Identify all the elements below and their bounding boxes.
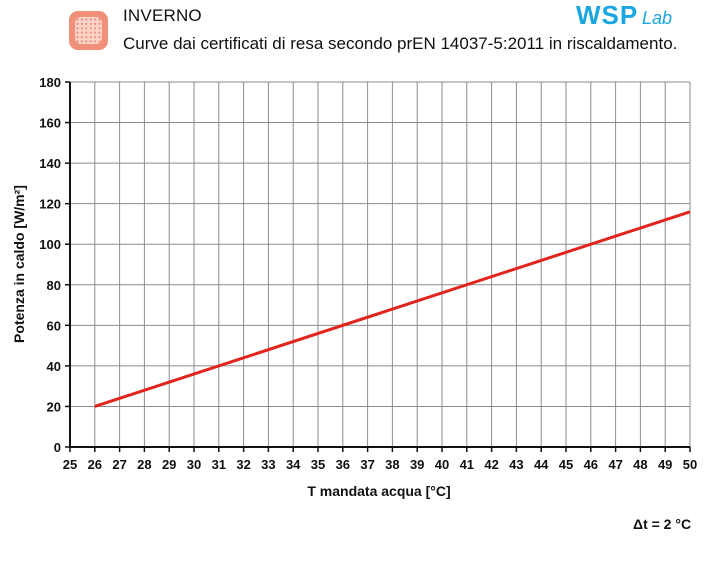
x-tick-label: 35 <box>311 457 325 472</box>
x-tick-label: 44 <box>534 457 549 472</box>
x-tick-label: 49 <box>658 457 672 472</box>
series-line <box>94 210 691 408</box>
chart-subtitle: Curve dai certificati di resa secondo pr… <box>123 34 678 53</box>
x-axis-ticks: 25 26 27 28 29 30 31 32 33 34 35 36 37 38 39 40 41 42 43 44… <box>63 447 697 472</box>
x-tick-label: 37 <box>360 457 374 472</box>
x-tick-label: 36 <box>336 457 350 472</box>
x-tick-label: 33 <box>261 457 275 472</box>
brand-suffix: Lab <box>642 8 672 28</box>
x-tick-label: 30 <box>187 457 201 472</box>
brand-name: WSP <box>576 2 638 28</box>
chart-title: INVERNO <box>123 6 202 25</box>
x-tick-label: 48 <box>633 457 647 472</box>
delta-t-note: Δt = 2 °C <box>633 516 692 532</box>
y-tick-label: 180 <box>39 75 61 90</box>
x-tick-label: 32 <box>236 457 250 472</box>
radiant-panel-icon <box>69 11 108 50</box>
y-axis-ticks: 0 20 40 60 80 100 120 140 160 180 <box>39 75 70 455</box>
y-axis-label: Potenza in caldo [W/m²] <box>11 185 27 343</box>
x-tick-label: 27 <box>112 457 126 472</box>
x-tick-label: 41 <box>460 457 474 472</box>
chart-axes <box>69 82 690 448</box>
y-tick-label: 0 <box>54 440 61 455</box>
x-tick-label: 31 <box>212 457 226 472</box>
y-tick-label: 160 <box>39 116 61 131</box>
x-tick-label: 45 <box>559 457 573 472</box>
x-tick-label: 25 <box>63 457 77 472</box>
x-tick-label: 42 <box>484 457 498 472</box>
x-tick-label: 43 <box>509 457 523 472</box>
x-tick-label: 38 <box>385 457 399 472</box>
x-tick-label: 46 <box>584 457 598 472</box>
chart-grid <box>69 81 691 448</box>
y-tick-label: 20 <box>47 399 61 414</box>
y-tick-label: 140 <box>39 156 61 171</box>
x-tick-label: 50 <box>683 457 697 472</box>
x-axis-label: T mandata acqua [°C] <box>307 483 450 499</box>
y-tick-label: 120 <box>39 197 61 212</box>
x-tick-label: 40 <box>435 457 449 472</box>
y-tick-label: 100 <box>39 237 61 252</box>
y-tick-label: 40 <box>47 359 61 374</box>
x-tick-label: 26 <box>88 457 102 472</box>
chart-series <box>94 210 691 408</box>
y-tick-label: 60 <box>47 318 61 333</box>
x-tick-label: 47 <box>608 457 622 472</box>
x-tick-label: 39 <box>410 457 424 472</box>
brand-logo: WSP Lab <box>576 2 672 28</box>
x-tick-label: 34 <box>286 457 301 472</box>
x-tick-label: 28 <box>137 457 151 472</box>
x-tick-label: 29 <box>162 457 176 472</box>
y-tick-label: 80 <box>47 278 61 293</box>
